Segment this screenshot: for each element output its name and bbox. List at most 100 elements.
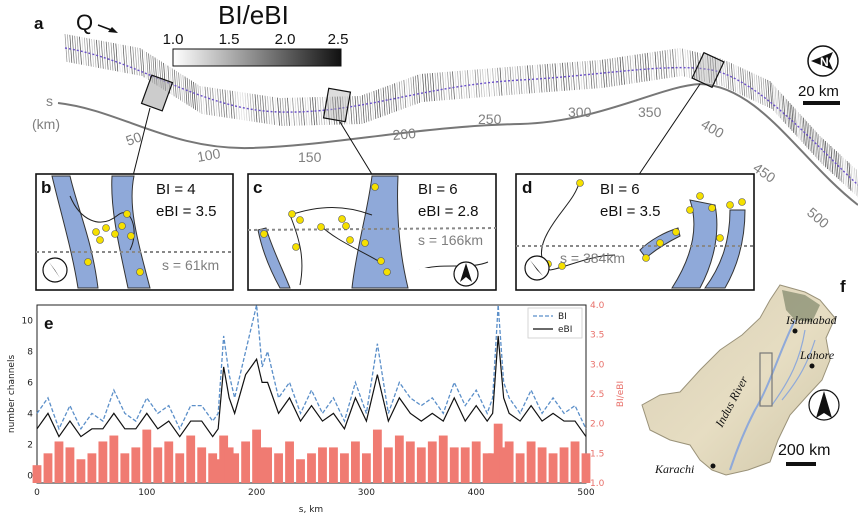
ratio-bar xyxy=(537,447,547,483)
s-tick: 250 xyxy=(478,111,502,127)
belt-hatch-line xyxy=(792,106,796,135)
inset-c-bi: BI = 6 xyxy=(418,181,458,198)
belt-hatch-line xyxy=(337,96,340,125)
inset-b-bi: BI = 4 xyxy=(156,181,196,198)
belt-hatch-line xyxy=(477,69,480,98)
belt-hatch-line xyxy=(229,90,233,119)
belt-hatch-line xyxy=(148,53,151,82)
belt-hatch-line xyxy=(787,101,791,130)
y2-axis-label: BI/eBI xyxy=(616,381,626,407)
ratio-bar xyxy=(449,447,459,483)
belt-hatch-line xyxy=(373,90,377,119)
belt-hatch-line xyxy=(850,164,854,193)
belt-hatch-line xyxy=(629,55,633,84)
belt-hatch-line xyxy=(403,79,407,108)
belt-hatch-line xyxy=(702,53,705,82)
belt-hatch-line xyxy=(517,66,520,95)
belt-hatch-line xyxy=(317,97,320,126)
ratio-bar xyxy=(109,435,119,483)
s-tick: 150 xyxy=(298,149,322,165)
belt-hatch-line xyxy=(93,39,97,68)
belt-hatch-line xyxy=(125,45,128,74)
y2-tick-label: 2.0 xyxy=(590,420,605,430)
legend-bi: BI xyxy=(558,312,567,322)
belt-hatch-line xyxy=(522,65,525,94)
north-arrow-icon xyxy=(524,255,550,281)
panel-a-label: a xyxy=(34,14,44,33)
belt-hatch-line xyxy=(79,36,82,65)
belt-hatch-line xyxy=(667,49,670,78)
ratio-bar xyxy=(383,447,393,483)
ratio-bar xyxy=(296,459,305,483)
ratio-bar xyxy=(153,447,163,483)
belt-hatch-line xyxy=(549,63,553,92)
belt-hatch-line xyxy=(427,73,430,102)
belt-hatch-line xyxy=(259,94,263,124)
belt-hatch-line xyxy=(361,95,365,124)
belt-hatch-line xyxy=(103,41,107,70)
belt-hatch-line xyxy=(267,96,270,125)
belt-hatch-line xyxy=(339,96,343,125)
belt-hatch-line xyxy=(277,97,280,126)
colorbar-tick: 2.5 xyxy=(328,31,349,48)
x-tick-label: 300 xyxy=(358,488,375,498)
colorbar-title: BI/eBI xyxy=(218,0,289,30)
inset-b-s: s = 61km xyxy=(162,257,219,273)
belt-hatch-line xyxy=(262,95,265,124)
belt-hatch-line xyxy=(659,50,663,80)
belt-hatch-line xyxy=(279,97,283,127)
belt-hatch-line xyxy=(81,37,85,66)
ratio-bar xyxy=(361,453,371,483)
belt-hatch-line xyxy=(801,115,805,144)
ratio-bar xyxy=(65,447,75,483)
belt-hatch-line xyxy=(807,123,811,152)
belt-hatch-line xyxy=(375,90,379,119)
ratio-bar xyxy=(559,447,569,483)
belt-hatch-line xyxy=(819,135,823,165)
flow-label: Q xyxy=(76,10,93,35)
ratio-bar xyxy=(416,447,426,483)
belt-hatch-line xyxy=(844,159,848,188)
ratio-bar xyxy=(471,441,481,483)
belt-hatch-line xyxy=(394,83,397,112)
belt-hatch-line xyxy=(91,38,94,67)
belt-hatch-line xyxy=(209,87,213,116)
belt-hatch-line xyxy=(297,97,300,126)
river-centerline xyxy=(64,47,858,186)
belt-hatch-line xyxy=(419,73,423,103)
s-tick: 350 xyxy=(638,104,662,120)
belt-hatch-line xyxy=(100,40,104,69)
ratio-bar xyxy=(257,447,267,483)
belt-hatch-line xyxy=(378,89,381,118)
belt-hatch-line xyxy=(132,46,136,75)
series-line-bi xyxy=(36,304,587,431)
y2-tick-label: 2.5 xyxy=(590,390,604,400)
belt-hatch-line xyxy=(584,61,588,90)
ratio-bar xyxy=(274,453,283,483)
panel-c-label: c xyxy=(253,178,262,197)
belt-hatch-line xyxy=(502,67,505,96)
belt-hatch-line xyxy=(434,72,438,101)
belt-hatch-line xyxy=(599,59,603,89)
belt-hatch-line xyxy=(299,97,303,126)
belt-hatch-line xyxy=(771,82,775,111)
x-tick-label: 500 xyxy=(577,488,594,498)
ratio-bar xyxy=(252,429,262,483)
belt-hatch-line xyxy=(312,97,315,126)
ratio-bar xyxy=(98,441,108,483)
belt-hatch-line xyxy=(137,47,140,76)
ratio-bar xyxy=(405,441,415,483)
ratio-bar xyxy=(175,453,185,483)
scale-label: 20 km xyxy=(798,83,839,100)
belt-hatch-line xyxy=(242,92,245,121)
belt-hatch-line xyxy=(744,69,748,98)
belt-hatch-line xyxy=(762,77,766,106)
belt-hatch-line xyxy=(779,91,783,121)
belt-hatch-line xyxy=(569,62,573,91)
belt-hatch-line xyxy=(98,40,102,69)
belt-hatch-line xyxy=(391,84,395,113)
belt-hatch-line xyxy=(589,60,593,89)
belt-hatch-line xyxy=(604,59,608,88)
ratio-series xyxy=(32,423,591,483)
belt-hatch-line xyxy=(642,53,645,82)
